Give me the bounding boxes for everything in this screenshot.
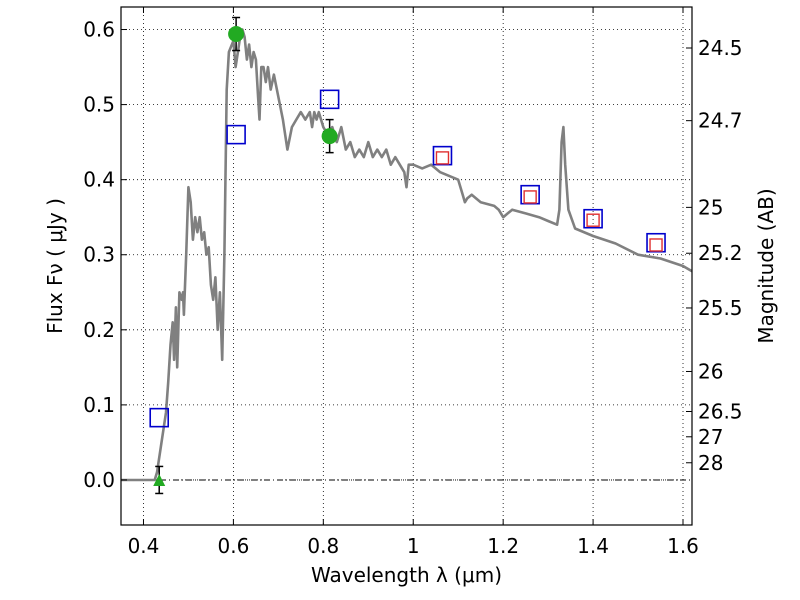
model-band-square (226, 124, 246, 145)
y-tick-label: 0.2 (83, 318, 115, 342)
upper-limit-triangle (153, 473, 166, 486)
model-band-square (432, 145, 453, 166)
y-tick-label: 0.4 (83, 168, 115, 192)
model-band-square (319, 89, 340, 110)
y2-tick-label: 24.5 (698, 36, 743, 60)
y2-tick-label: 25.2 (698, 241, 743, 265)
x-axis-label: Wavelength λ (μm) (311, 563, 502, 587)
x-tick-label: 0.6 (217, 534, 249, 558)
y2-tick-label: 26.5 (698, 399, 743, 423)
observed-point (228, 26, 245, 43)
observed-square (649, 238, 663, 252)
x-tick-label: 1.4 (577, 534, 609, 558)
sed-model-line (121, 28, 692, 482)
y-tick-label: 0.5 (83, 93, 115, 117)
y-tick-label: 0.3 (83, 243, 115, 267)
y-tick-label: 0.1 (83, 393, 115, 417)
y2-tick-label: 25.5 (698, 296, 743, 320)
model-band-square (583, 208, 603, 229)
x-tick-label: 0.4 (128, 534, 160, 558)
axis-ticks: 0.4 0.6 0.8 1 1.2 1.4 1.6 0.0 0.1 0.2 0.3 0.4 0.5 0.6… (83, 7, 743, 558)
observed-point (321, 128, 338, 145)
plot-area (121, 16, 692, 495)
plot-frame (120, 6, 693, 526)
y2-tick-label: 25 (698, 195, 723, 219)
y2-tick-label: 27 (698, 425, 723, 449)
y2-axis-label: Magnitude (AB) (754, 188, 778, 343)
y2-tick-label: 24.7 (698, 109, 743, 133)
x-tick-label: 1.2 (487, 534, 519, 558)
y-axis-label: Flux Fν ( μJy ) (43, 198, 67, 334)
x-tick-label: 1 (407, 534, 420, 558)
model-band-square (149, 407, 170, 428)
observed-square (523, 190, 537, 204)
x-tick-label: 1.6 (667, 534, 699, 558)
observed-square (586, 213, 600, 227)
y-tick-label: 0.6 (83, 18, 115, 42)
y2-tick-label: 28 (698, 451, 723, 475)
model-band-square (646, 232, 666, 253)
y2-tick-label: 26 (698, 359, 723, 383)
grid-lines (121, 7, 692, 525)
y-tick-label: 0.0 (83, 468, 115, 492)
x-tick-label: 0.8 (307, 534, 339, 558)
model-band-square (520, 184, 540, 205)
observed-square (435, 151, 450, 165)
